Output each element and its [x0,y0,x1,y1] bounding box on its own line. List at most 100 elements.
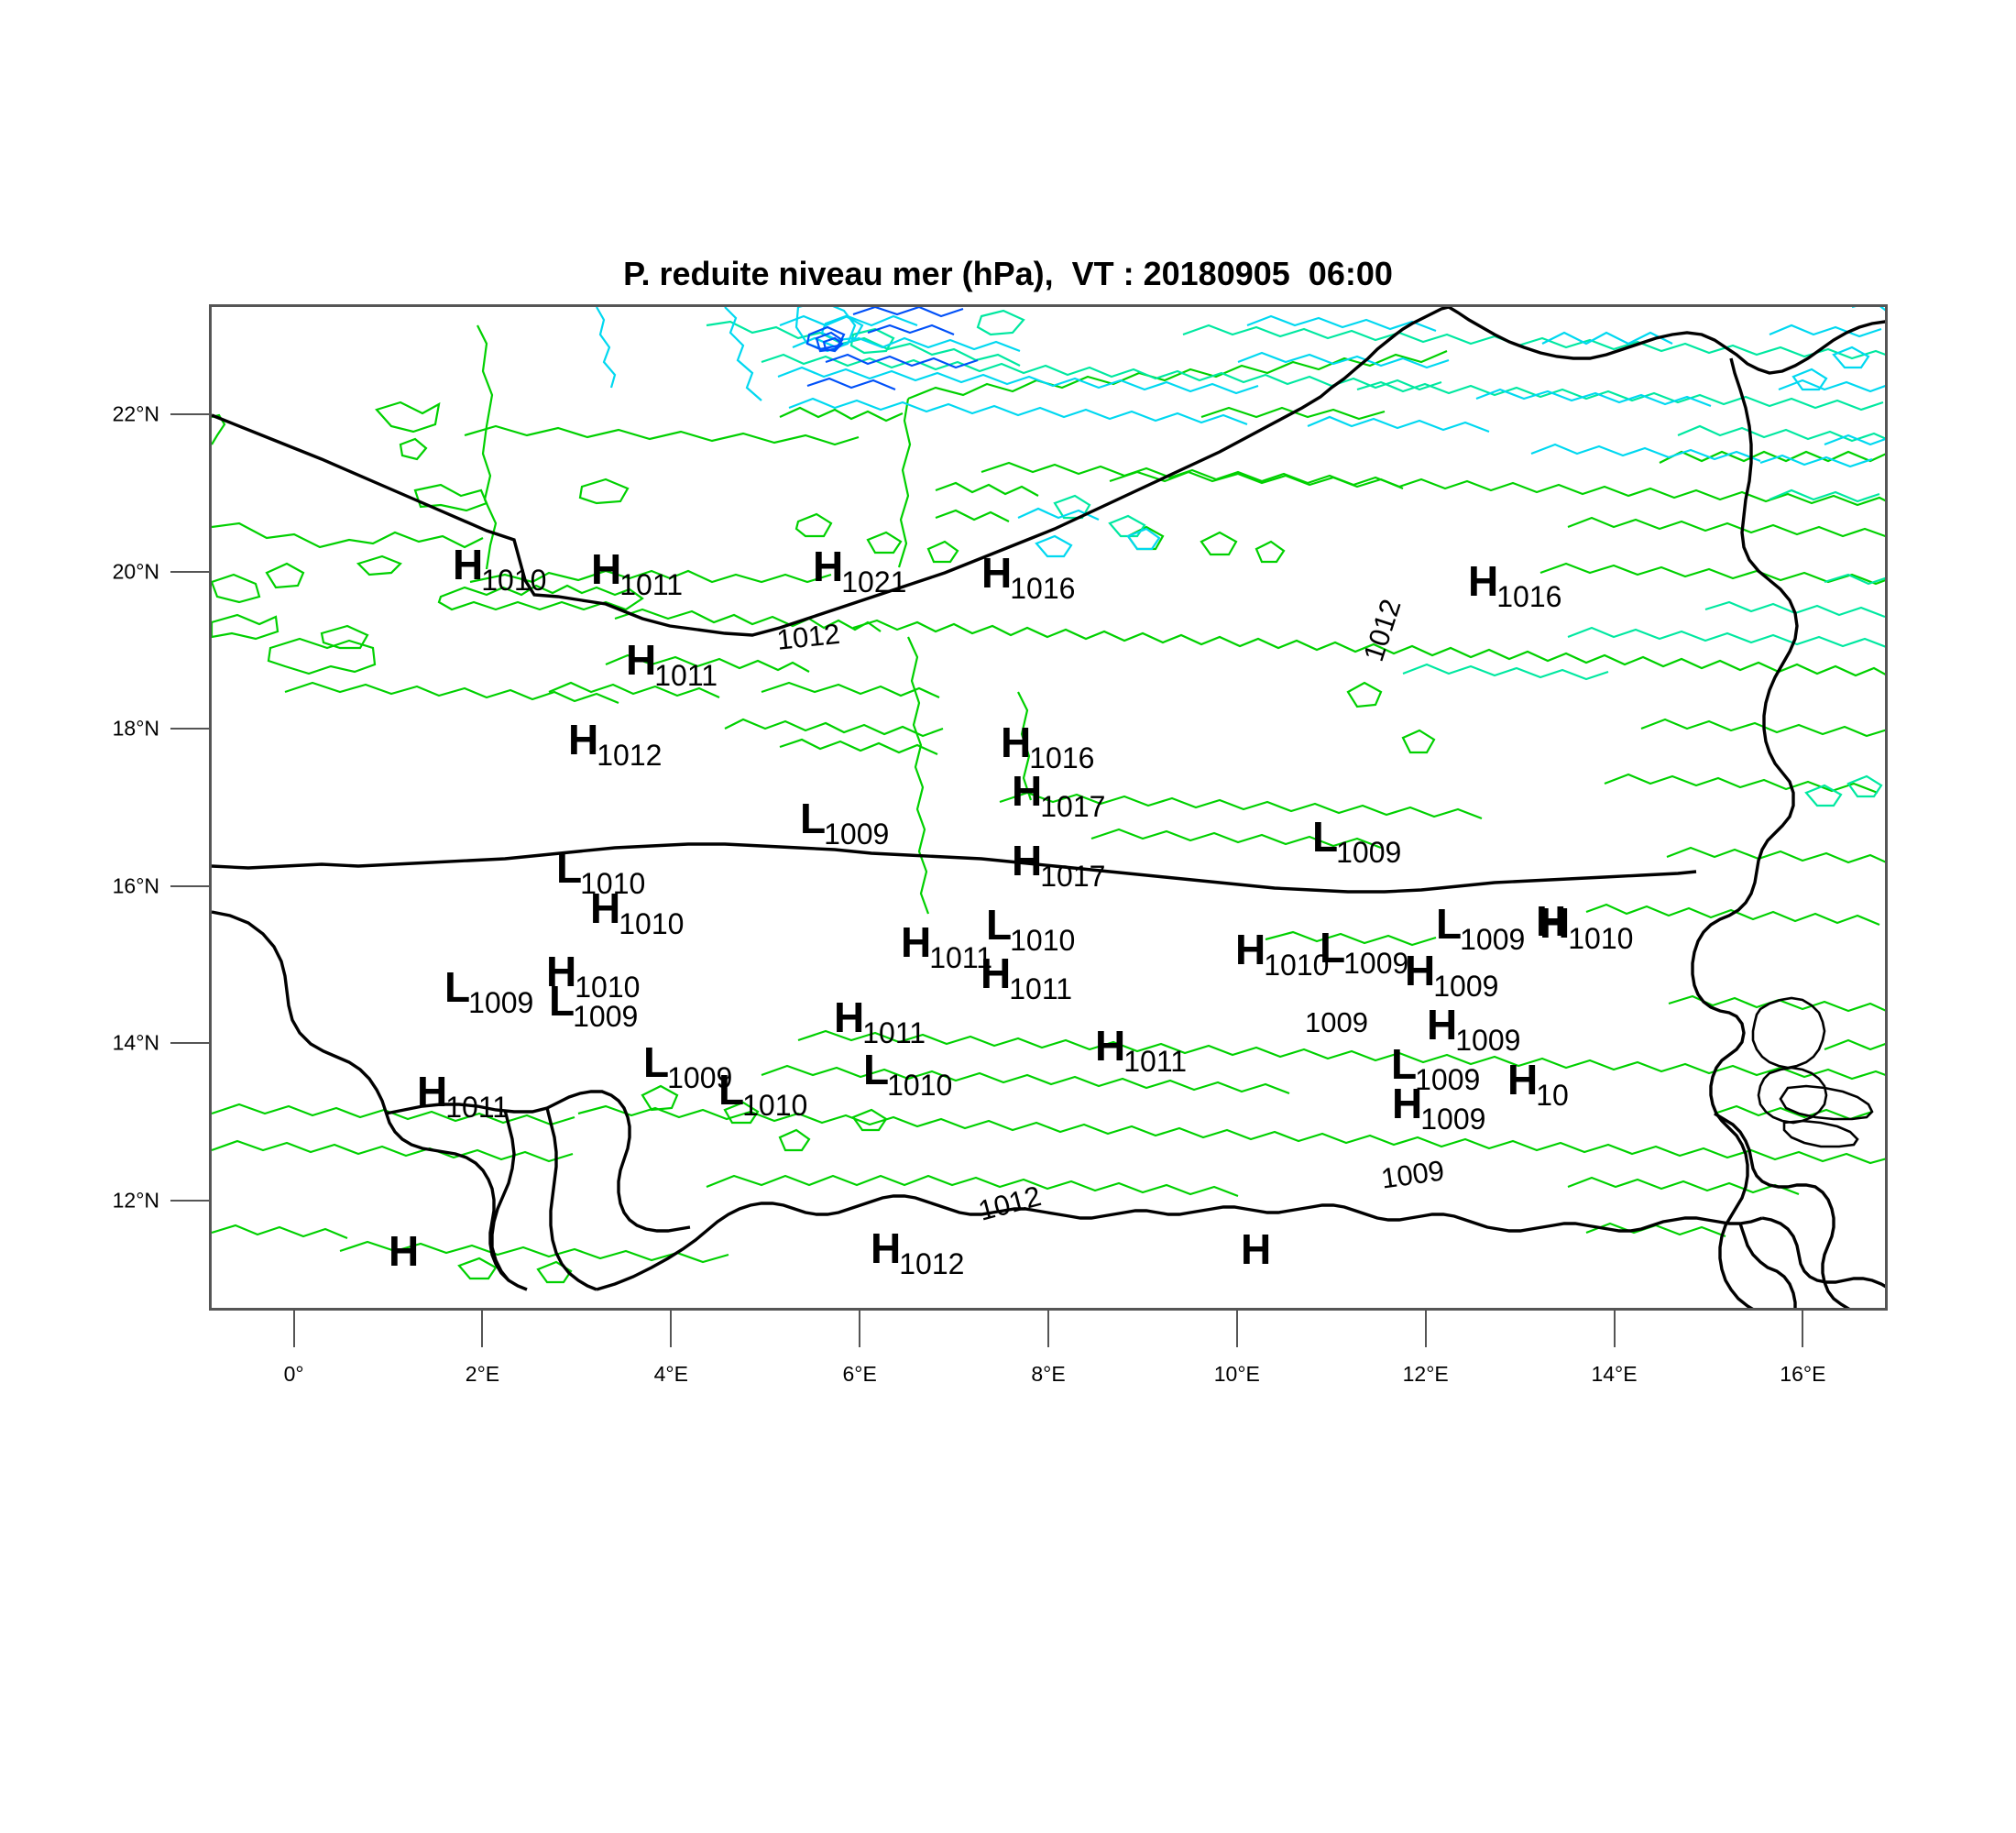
extremum-symbol: L [863,1046,890,1093]
extremum-symbol: H [626,636,657,684]
extremum-symbol: H [389,1227,420,1275]
extremum-symbol: H [901,918,932,966]
extremum-symbol: L [1312,813,1339,861]
extremum-symbol: H [417,1068,448,1115]
pressure-high-marker: H1009 [1392,1080,1487,1134]
extremum-value: 1009 [1343,947,1409,980]
pressure-low-marker: L1009 [800,795,891,849]
pressure-high-marker: H1010 [1235,926,1331,980]
extremum-value: 1017 [1040,860,1106,893]
pressure-high-marker: H1011 [417,1068,510,1122]
extremum-value: 1009 [1455,1024,1521,1057]
extremum-symbol: H [1392,1080,1423,1127]
extremum-value: 1016 [1029,741,1095,774]
extremum-value: 1010 [481,564,547,597]
pressure-high-marker: H1011 [901,918,994,972]
pressure-high-marker: H1009 [1427,1001,1522,1055]
longitude-tick-line [859,1311,861,1347]
extremum-symbol: H [591,545,622,593]
extremum-value: 1011 [1009,972,1073,1005]
extremum-value: 1011 [619,568,684,601]
contour-map-svg [212,307,1885,1308]
extremum-symbol: H [1012,837,1043,884]
extremum-symbol: L [549,977,575,1025]
extremum-symbol: H [981,949,1012,997]
extremum-value: 1009 [1460,923,1526,956]
contour-value-label: 1012 [1357,595,1408,665]
extremum-symbol: L [718,1066,745,1114]
longitude-tick-label: 8°E [1031,1362,1066,1386]
extremum-value: 1009 [1415,1063,1481,1096]
contour-lines-teal [706,309,1885,807]
extremum-symbol: L [800,795,827,842]
extremum-value: 1010 [619,907,685,940]
longitude-tick-line [1047,1311,1049,1347]
extremum-symbol: H [813,543,844,590]
extremum-value: 1009 [667,1061,733,1094]
extremum-value: 1010 [1010,924,1076,957]
pressure-low-marker: L1009 [1436,900,1527,954]
pressure-high-marker: H [389,1230,419,1272]
extremum-value: 1017 [1040,790,1106,823]
extremum-symbol: H [1095,1022,1126,1070]
extremum-value: 1012 [899,1247,965,1280]
contour-value-label: 1012 [975,1180,1045,1227]
extremum-symbol: L [556,844,583,892]
contour-value-label: 1009 [1379,1154,1447,1195]
longitude-tick-label: 12°E [1402,1362,1449,1386]
extremum-value: 1010 [742,1089,808,1122]
pressure-high-marker: H1010 [1539,902,1635,953]
longitude-tick-label: 10°E [1213,1362,1260,1386]
pressure-low-marker: L1010 [986,904,1077,955]
pressure-high-marker: H1016 [981,549,1077,603]
longitude-tick-line [1802,1311,1804,1347]
longitude-tick-line [670,1311,673,1347]
extremum-symbol: H [1235,926,1266,973]
contour-lines-cyan [596,307,1885,558]
longitude-tick-line [1235,1311,1238,1347]
longitude-tick-line [481,1311,484,1347]
extremum-value: 1009 [573,1000,639,1033]
pressure-high-marker: H1010 [546,950,641,1002]
extremum-value: 1010 [1264,949,1330,982]
pressure-high-marker: H1011 [834,993,927,1048]
pressure-low-marker: L1009 [643,1041,734,1092]
pressure-low-marker: L1010 [556,844,647,898]
contour-value-label: 1012 [775,617,842,656]
longitude-tick-line [1613,1311,1616,1347]
extremum-symbol: H [1012,767,1043,815]
extremum-value: 1009 [824,818,890,851]
extremum-value: 1012 [597,739,663,772]
extremum-value: 1016 [1010,572,1076,605]
extremum-symbol: L [1320,924,1346,971]
extremum-value: 1016 [1496,580,1562,613]
country-borders-and-coastlines [212,307,1885,1308]
extremum-value: 1009 [468,986,534,1019]
longitude-tick-line [1424,1311,1427,1347]
extremum-value: 1010 [580,867,646,900]
latitude-tick-line [170,1199,209,1202]
extremum-symbol: H [981,549,1013,597]
longitude-tick-label: 16°E [1780,1362,1826,1386]
map-plot-area[interactable] [209,304,1888,1311]
extremum-value: 1009 [1433,970,1499,1003]
extremum-value: 1011 [929,941,993,974]
pressure-high-marker: H10 [1507,1059,1571,1110]
extremum-value: 1011 [445,1091,509,1124]
pressure-high-marker: H1016 [1468,560,1563,611]
pressure-low-marker: L1009 [1391,1043,1482,1094]
pressure-high-marker: H1011 [591,545,685,599]
extremum-symbol: H [834,993,865,1041]
pressure-low-marker: L1009 [1312,813,1403,867]
latitude-tick-line [170,570,209,573]
pressure-high-marker: H1021 [813,543,908,597]
extremum-value: 1009 [1420,1103,1486,1136]
extremum-value: 1010 [887,1069,953,1102]
extremum-symbol: H [1427,1001,1458,1048]
extremum-symbol: H [453,541,484,588]
contour-value-label: 1009 [1305,1006,1368,1038]
extremum-symbol: L [1436,900,1463,948]
pressure-low-marker: L1010 [718,1066,809,1120]
extremum-symbol: H [1405,947,1436,994]
